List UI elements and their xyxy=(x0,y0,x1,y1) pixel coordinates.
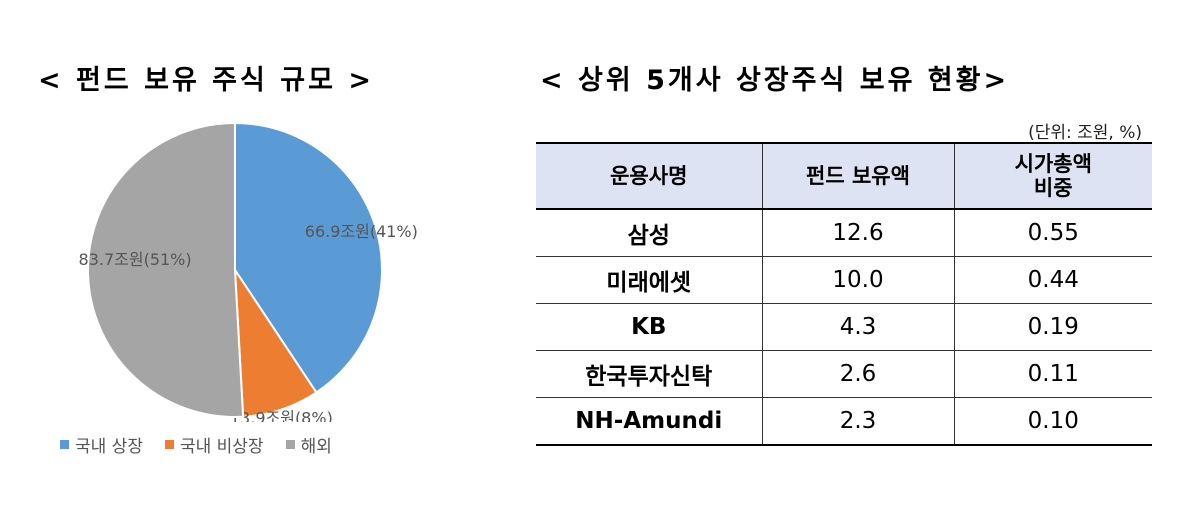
header-market-cap-share-line2: 비중 xyxy=(1033,176,1073,200)
table-row: 미래에셋 10.0 0.44 xyxy=(536,256,1152,304)
pie-legend: 국내 상장 국내 비상장 해외 xyxy=(60,432,332,457)
legend-item-overseas: 해외 xyxy=(285,432,332,457)
header-fund-holdings: 펀드 보유액 xyxy=(761,142,954,210)
table-title: < 상위 5개사 상장주식 보유 현황> xyxy=(540,65,1010,96)
legend-label-domestic-listed: 국내 상장 xyxy=(75,437,143,457)
cell-share: 0.55 xyxy=(953,209,1152,257)
cell-company: NH-Amundi xyxy=(536,397,762,446)
cell-company: 한국투자신탁 xyxy=(536,350,762,398)
cell-share: 0.44 xyxy=(953,256,1152,304)
pie-chart: 66.9조원(41%) 13.9조원(8%) 83.7조원(51%) xyxy=(79,121,418,422)
legend-swatch-domestic-unlisted xyxy=(164,440,174,449)
table-row: 한국투자신탁 2.6 0.11 xyxy=(536,350,1152,398)
header-company: 운용사명 xyxy=(536,142,762,210)
legend-label-domestic-unlisted: 국내 비상장 xyxy=(179,437,264,457)
data-label-domestic-unlisted: 13.9조원(8%) xyxy=(230,408,333,422)
table-row: NH-Amundi 2.3 0.10 xyxy=(536,397,1152,446)
cell-holdings: 12.6 xyxy=(761,209,954,257)
legend-swatch-domestic-listed xyxy=(60,440,69,449)
cell-holdings: 2.6 xyxy=(761,350,954,398)
header-market-cap-share: 시가총액 비중 xyxy=(953,142,1152,210)
cell-holdings: 2.3 xyxy=(761,397,954,446)
cell-company: 미래에셋 xyxy=(536,256,762,304)
cell-company: KB xyxy=(536,303,762,351)
data-label-overseas: 83.7조원(51%) xyxy=(79,250,192,269)
cell-company: 삼성 xyxy=(536,209,762,257)
unit-note: (단위: 조원, %) xyxy=(1028,123,1142,143)
header-market-cap-share-line1: 시가총액 xyxy=(1014,152,1092,176)
cell-share: 0.11 xyxy=(953,350,1152,398)
cell-share: 0.19 xyxy=(953,303,1152,351)
cell-share: 0.10 xyxy=(953,397,1152,446)
pie-chart-title: < 펀드 보유 주식 규모 > xyxy=(38,65,374,96)
legend-label-overseas: 해외 xyxy=(300,437,332,457)
holdings-table: 운용사명 펀드 보유액 시가총액 비중 삼성 12.6 0.55 미래에셋 10… xyxy=(536,142,1152,446)
data-label-domestic-listed: 66.9조원(41%) xyxy=(305,222,418,241)
legend-item-domestic-listed: 국내 상장 xyxy=(60,432,143,457)
table-row: KB 4.3 0.19 xyxy=(536,303,1152,351)
cell-holdings: 4.3 xyxy=(761,303,954,351)
cell-holdings: 10.0 xyxy=(761,256,954,304)
table-header-row: 운용사명 펀드 보유액 시가총액 비중 xyxy=(536,142,1152,210)
legend-swatch-overseas xyxy=(285,440,295,449)
pie-slice-overseas xyxy=(87,121,245,418)
legend-item-domestic-unlisted: 국내 비상장 xyxy=(164,432,264,457)
table-row: 삼성 12.6 0.55 xyxy=(536,209,1152,257)
